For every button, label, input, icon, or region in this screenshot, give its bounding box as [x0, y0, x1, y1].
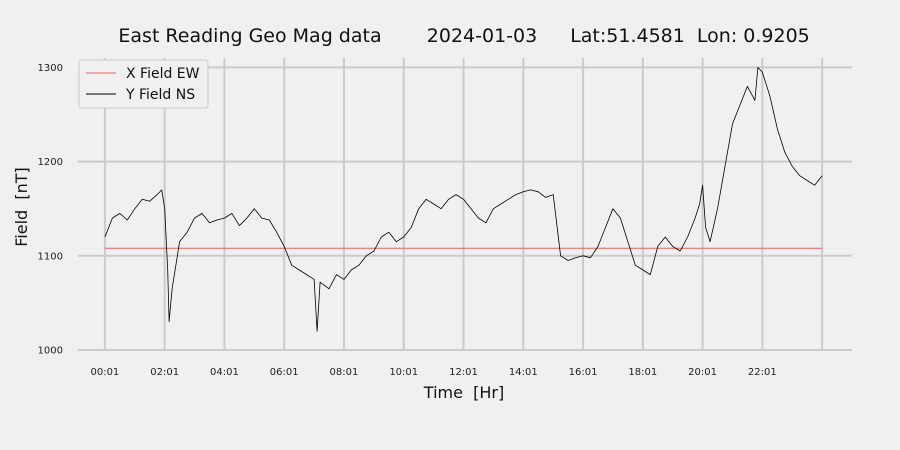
x-tick-label: 18:01	[628, 367, 657, 378]
x-tick-label: 20:01	[688, 367, 717, 378]
x-tick-label: 22:01	[748, 367, 777, 378]
grid	[78, 58, 852, 351]
x-tick-label: 02:01	[150, 367, 179, 378]
x-tick-label: 10:01	[389, 367, 418, 378]
x-tick-label: 06:01	[270, 367, 299, 378]
legend-label-x-field: X Field EW	[126, 66, 200, 82]
chart-title: East Reading Geo Mag data	[118, 25, 381, 47]
y-tick-label: 1100	[38, 251, 63, 262]
chart-title-location: Lat:51.4581 Lon: 0.9205	[570, 25, 810, 47]
y-axis-label: Field [nT]	[12, 167, 31, 247]
series-y-field-line	[104, 67, 823, 332]
x-tick-label: 08:01	[330, 367, 359, 378]
y-tick-label: 1300	[38, 63, 63, 74]
x-tick-label: 00:01	[90, 367, 119, 378]
series-group	[104, 67, 823, 332]
y-axis-ticks: 1000 1100 1200 1300	[38, 63, 63, 357]
chart-title-date: 2024-01-03	[427, 25, 537, 47]
y-tick-label: 1200	[38, 157, 63, 168]
legend: X Field EW Y Field NS	[78, 59, 209, 109]
y-tick-label: 1000	[38, 346, 63, 357]
x-tick-label: 16:01	[569, 367, 598, 378]
x-tick-label: 14:01	[509, 367, 538, 378]
x-tick-label: 04:01	[210, 367, 239, 378]
legend-label-y-field: Y Field NS	[125, 87, 195, 103]
x-axis-ticks: 00:01 02:01 04:01 06:01 08:01 10:01 12:01 14:01…	[90, 367, 776, 378]
legend-box	[78, 59, 209, 109]
x-tick-label: 12:01	[449, 367, 478, 378]
x-axis-label: Time [Hr]	[423, 383, 504, 402]
